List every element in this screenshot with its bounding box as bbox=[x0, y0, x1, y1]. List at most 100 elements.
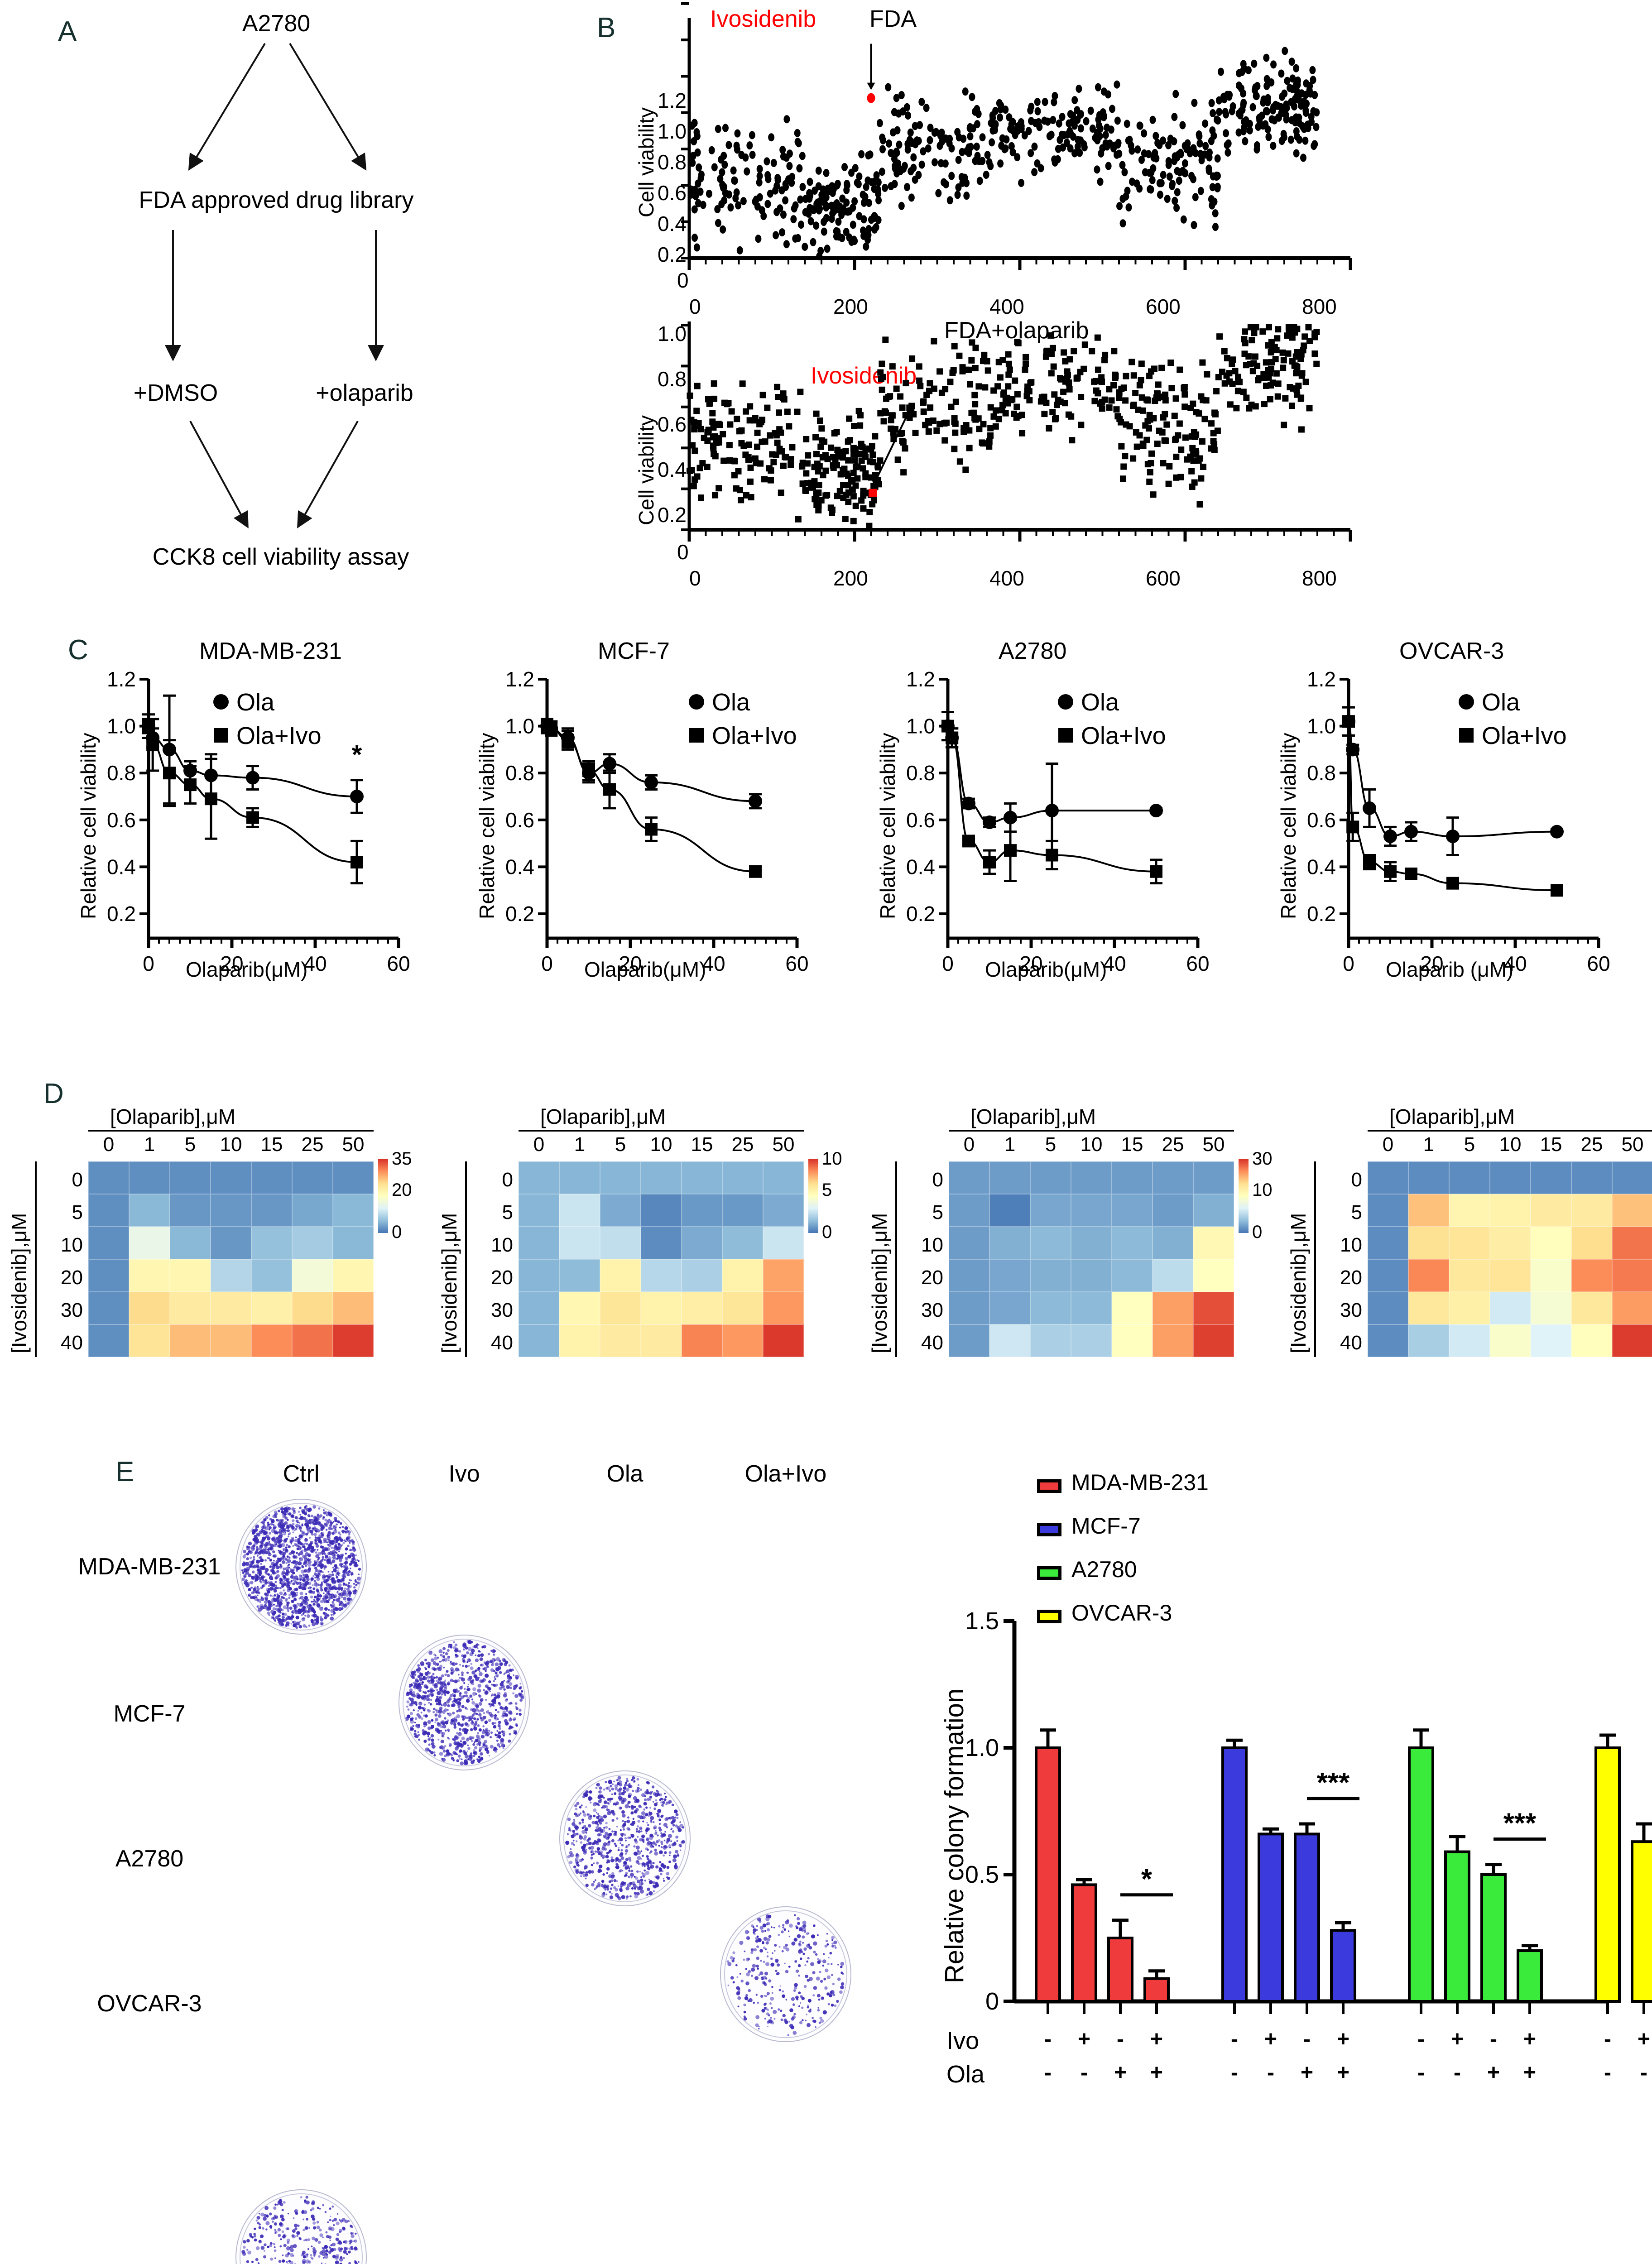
b-bot-xtick-3: 600 bbox=[1146, 566, 1181, 590]
colorbar-tick: 10 bbox=[822, 1149, 842, 1169]
panel-e-condition-mark: - bbox=[1408, 2027, 1434, 2052]
heatmap-cell bbox=[292, 1194, 333, 1227]
heatmap-colorbar bbox=[808, 1159, 818, 1233]
heatmap-cell bbox=[600, 1194, 641, 1227]
panel-d-col-label: 0 bbox=[949, 1133, 989, 1156]
panel-d-row-label: 5 bbox=[1319, 1201, 1362, 1224]
panel-d-col-label: 50 bbox=[1193, 1133, 1234, 1156]
panel-d-col-label: 5 bbox=[1449, 1133, 1490, 1156]
b-bot-ytick-1: 0.2 bbox=[658, 503, 687, 527]
panel-b-top-scatter bbox=[648, 14, 1354, 285]
svg-text:60: 60 bbox=[1587, 952, 1610, 975]
heatmap-cell bbox=[129, 1194, 170, 1227]
svg-text:Ola: Ola bbox=[1482, 689, 1520, 716]
heatmap-cell bbox=[1490, 1324, 1531, 1357]
heatmap-cell bbox=[722, 1292, 763, 1324]
heatmap-cell bbox=[211, 1194, 251, 1227]
heatmap-cell bbox=[333, 1194, 374, 1227]
panel-d-header-rule bbox=[519, 1130, 804, 1132]
b-top-ytick-0: 0 bbox=[677, 268, 689, 293]
panel-e-condition-mark: - bbox=[1631, 2060, 1652, 2085]
heatmap-cell bbox=[641, 1259, 682, 1292]
panel-d-row-label: 30 bbox=[39, 1299, 83, 1322]
heatmap-cell bbox=[949, 1227, 989, 1259]
panel-d-col-label: 0 bbox=[519, 1133, 559, 1156]
svg-text:0.2: 0.2 bbox=[1307, 902, 1336, 926]
b-top-ytick-1: 0.2 bbox=[658, 242, 687, 267]
heatmap-cell bbox=[170, 1324, 211, 1357]
heatmap-cell bbox=[641, 1161, 682, 1194]
heatmap-cell bbox=[1153, 1194, 1193, 1227]
heatmap-cell bbox=[1612, 1227, 1652, 1259]
heatmap-cell bbox=[1571, 1324, 1612, 1357]
heatmap-cell bbox=[1612, 1324, 1652, 1357]
heatmap-cell bbox=[641, 1324, 682, 1357]
heatmap-cell bbox=[129, 1292, 170, 1324]
heatmap-cell bbox=[1612, 1259, 1652, 1292]
panel-d-row-label: 0 bbox=[900, 1169, 943, 1191]
panel-e-letter: E bbox=[115, 1456, 134, 1488]
heatmap-cell bbox=[88, 1259, 129, 1292]
colorbar-tick: 35 bbox=[392, 1149, 412, 1169]
svg-text:0: 0 bbox=[1343, 952, 1354, 975]
panel-d-row-label: 10 bbox=[900, 1234, 943, 1257]
panel-d-row-label: 20 bbox=[39, 1266, 83, 1289]
heatmap-cell bbox=[1193, 1324, 1234, 1357]
panel-d-col-label: 50 bbox=[333, 1133, 374, 1156]
panel-e-condition-mark: - bbox=[1258, 2060, 1283, 2085]
svg-text:1.2: 1.2 bbox=[505, 667, 534, 691]
heatmap-cell bbox=[949, 1259, 989, 1292]
heatmap-cell bbox=[949, 1161, 989, 1194]
panel-e-condition-mark: + bbox=[1108, 2060, 1133, 2085]
heatmap-cell bbox=[333, 1292, 374, 1324]
b-top-ytick-3: 0.6 bbox=[658, 181, 687, 205]
panel-e-col-header: Ctrl bbox=[235, 1460, 367, 1487]
svg-text:0.6: 0.6 bbox=[505, 808, 534, 832]
panel-d-row-rule bbox=[895, 1161, 897, 1357]
heatmap-cell bbox=[1531, 1324, 1571, 1357]
svg-text:0.2: 0.2 bbox=[505, 902, 534, 926]
heatmap-cell bbox=[251, 1194, 292, 1227]
svg-text:0.4: 0.4 bbox=[107, 855, 136, 878]
svg-text:Ola+Ivo: Ola+Ivo bbox=[1482, 722, 1567, 749]
heatmap-cell bbox=[989, 1194, 1030, 1227]
heatmap-cell bbox=[763, 1259, 804, 1292]
panel-d-col-label: 15 bbox=[682, 1133, 722, 1156]
panel-e-condition-mark: - bbox=[1481, 2027, 1506, 2052]
heatmap-cell bbox=[519, 1259, 559, 1292]
heatmap-cell bbox=[211, 1292, 251, 1324]
heatmap-cell bbox=[600, 1259, 641, 1292]
heatmap-cell bbox=[559, 1227, 600, 1259]
heatmap-cell bbox=[88, 1161, 129, 1194]
heatmap-cell bbox=[292, 1227, 333, 1259]
panel-d-row-label: 5 bbox=[900, 1201, 943, 1224]
heatmap-cell bbox=[1408, 1324, 1449, 1357]
panel-e-bar-chart: 00.51.01.5******** bbox=[942, 1612, 1621, 2029]
heatmap-cell bbox=[333, 1324, 374, 1357]
svg-text:1.0: 1.0 bbox=[505, 715, 534, 738]
colony-plate bbox=[720, 1906, 851, 2042]
heatmap-cell bbox=[211, 1227, 251, 1259]
panel-e-condition-mark: - bbox=[1222, 2060, 1247, 2085]
heatmap-cell bbox=[1193, 1194, 1234, 1227]
heatmap-cell bbox=[949, 1194, 989, 1227]
heatmap-cell bbox=[251, 1292, 292, 1324]
svg-text:0.6: 0.6 bbox=[1307, 808, 1336, 832]
panel-d-col-label: 5 bbox=[170, 1133, 211, 1156]
heatmap-cell bbox=[722, 1194, 763, 1227]
heatmap-cell bbox=[1612, 1194, 1652, 1227]
heatmap-cell bbox=[641, 1194, 682, 1227]
svg-text:Ola+Ivo: Ola+Ivo bbox=[236, 722, 322, 749]
panel-e-condition-mark: + bbox=[1631, 2027, 1652, 2052]
legend-color-swatch bbox=[1037, 1479, 1061, 1493]
heatmap-cell bbox=[1531, 1292, 1571, 1324]
panel-d-row-label: 0 bbox=[1319, 1169, 1362, 1191]
heatmap-cell bbox=[1612, 1292, 1652, 1324]
heatmap-cell bbox=[129, 1259, 170, 1292]
heatmap-cell bbox=[763, 1194, 804, 1227]
heatmap-cell bbox=[211, 1324, 251, 1357]
panel-e-condition-mark: + bbox=[1481, 2060, 1506, 2085]
svg-text:1.0: 1.0 bbox=[107, 715, 136, 738]
colony-plate bbox=[235, 2189, 367, 2264]
heatmap-cell bbox=[1408, 1194, 1449, 1227]
